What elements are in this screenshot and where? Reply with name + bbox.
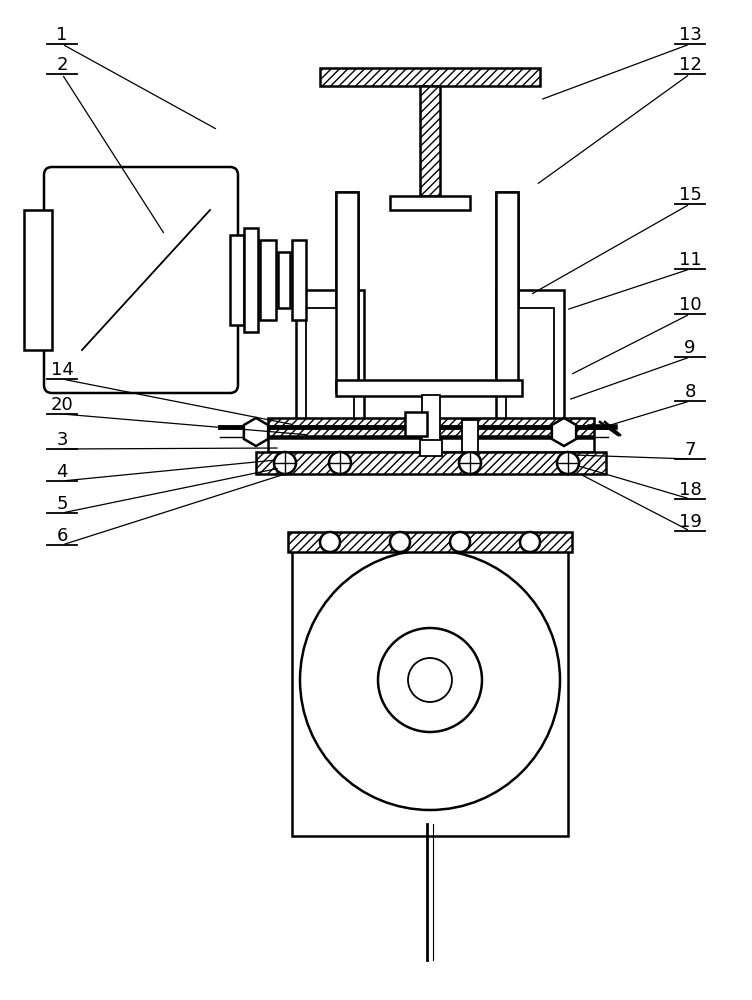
Bar: [422, 395, 440, 450]
Text: 15: 15: [678, 186, 702, 204]
Bar: [256, 452, 606, 474]
Text: 5: 5: [56, 495, 68, 513]
Polygon shape: [244, 418, 268, 446]
FancyBboxPatch shape: [44, 167, 238, 393]
Bar: [462, 420, 478, 452]
Circle shape: [320, 532, 340, 552]
Text: 7: 7: [684, 441, 696, 459]
Text: 3: 3: [56, 431, 68, 449]
Bar: [24, 210, 52, 350]
Bar: [496, 290, 564, 468]
Bar: [496, 192, 518, 392]
Bar: [292, 240, 306, 320]
Bar: [496, 192, 518, 392]
Bar: [288, 532, 572, 552]
Bar: [268, 438, 594, 452]
Bar: [306, 308, 354, 450]
Text: 1: 1: [56, 26, 68, 44]
Bar: [336, 192, 358, 392]
Bar: [268, 418, 594, 436]
Bar: [420, 86, 440, 196]
Bar: [405, 412, 427, 436]
Text: 14: 14: [50, 361, 74, 379]
Bar: [506, 308, 554, 450]
Text: 10: 10: [679, 296, 702, 314]
Circle shape: [520, 532, 540, 552]
Text: 6: 6: [56, 527, 68, 545]
Circle shape: [450, 532, 470, 552]
Bar: [278, 252, 290, 308]
Bar: [420, 440, 442, 456]
Bar: [336, 380, 522, 396]
Text: 4: 4: [56, 463, 68, 481]
Text: 11: 11: [678, 251, 702, 269]
Circle shape: [408, 658, 452, 702]
Circle shape: [300, 550, 560, 810]
Bar: [244, 228, 258, 332]
Bar: [230, 235, 244, 325]
Bar: [336, 192, 358, 392]
Text: 13: 13: [678, 26, 702, 44]
Text: 20: 20: [50, 396, 74, 414]
Text: 18: 18: [678, 481, 702, 499]
Bar: [296, 290, 364, 468]
Text: 8: 8: [684, 383, 696, 401]
Text: 2: 2: [56, 56, 68, 74]
Circle shape: [390, 532, 410, 552]
Circle shape: [557, 452, 579, 474]
Text: 9: 9: [684, 339, 696, 357]
Circle shape: [378, 628, 482, 732]
Text: 12: 12: [678, 56, 702, 74]
Bar: [260, 240, 276, 320]
Text: 19: 19: [678, 513, 702, 531]
Bar: [292, 544, 568, 836]
Circle shape: [274, 452, 296, 474]
Bar: [320, 68, 540, 86]
Circle shape: [329, 452, 351, 474]
Circle shape: [459, 452, 481, 474]
Polygon shape: [552, 418, 576, 446]
Bar: [390, 196, 470, 210]
